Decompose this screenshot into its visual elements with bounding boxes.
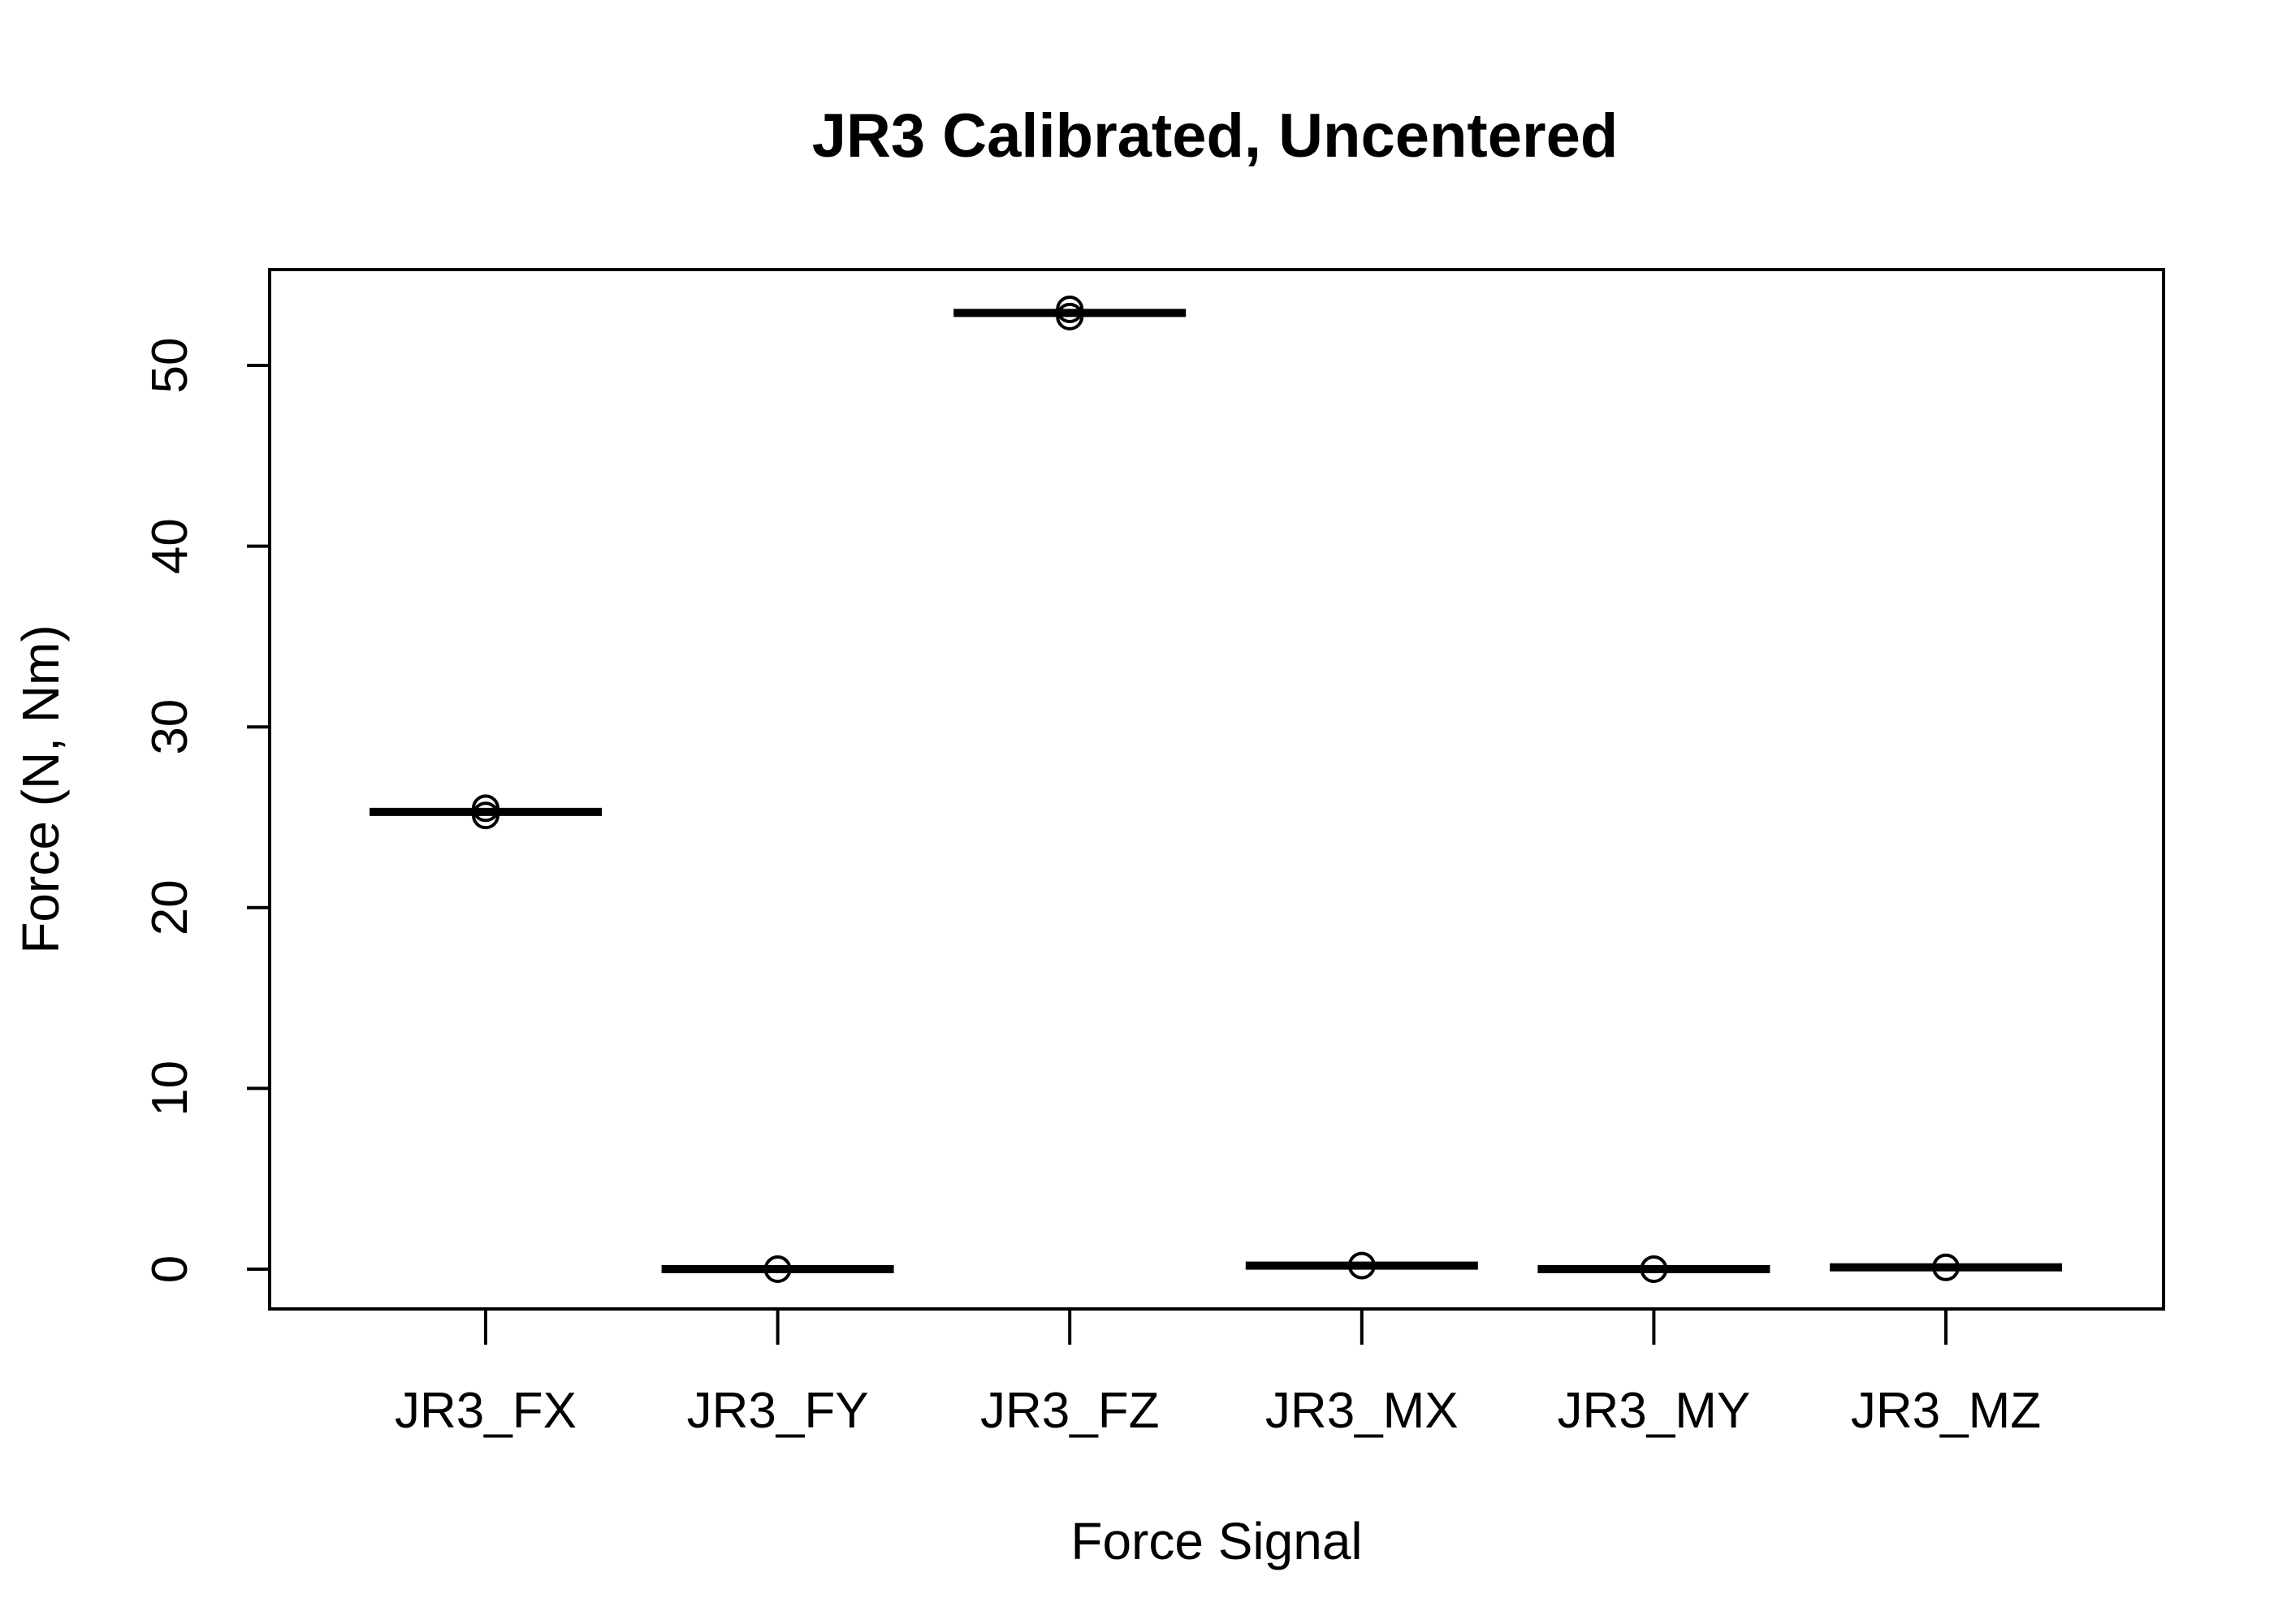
- y-tick-label: 10: [142, 1060, 198, 1116]
- outlier-point: [763, 1255, 792, 1284]
- x-axis: JR3_FX JR3_FY JR3_FZ JR3_MX JR3_MY JR3_MZ: [395, 1307, 2041, 1439]
- outlier-point: [1056, 302, 1084, 330]
- y-tick-label: 20: [142, 879, 198, 935]
- x-tick-label: JR3_FY: [687, 1383, 869, 1439]
- x-axis-label: Force Signal: [1070, 1512, 1362, 1570]
- x-tick-label: JR3_MX: [1265, 1383, 1459, 1439]
- y-tick-label: 30: [142, 699, 198, 755]
- x-tick-label: JR3_FZ: [980, 1383, 1159, 1439]
- outlier-point: [1056, 295, 1084, 323]
- x-tick-label: JR3_MZ: [1851, 1383, 2041, 1439]
- outlier-point: [1347, 1251, 1376, 1280]
- plot-marks: [370, 295, 2062, 1284]
- y-tick-label: 0: [142, 1255, 198, 1283]
- outlier-point: [1640, 1255, 1668, 1284]
- chart-title: JR3 Calibrated, Uncentered: [812, 102, 1619, 171]
- outlier-point: [472, 794, 499, 823]
- y-tick-label: 50: [142, 337, 198, 393]
- outlier-point: [1932, 1253, 1960, 1281]
- x-tick-label: JR3_FX: [395, 1383, 577, 1439]
- outlier-point: [472, 801, 499, 830]
- y-axis-label: Force (N, Nm): [11, 624, 70, 953]
- x-tick-label: JR3_MY: [1558, 1383, 1751, 1439]
- y-tick-label: 40: [142, 518, 198, 574]
- plot-frame: [268, 268, 2165, 1311]
- y-axis: 0 10 20 30 40 50: [142, 337, 271, 1283]
